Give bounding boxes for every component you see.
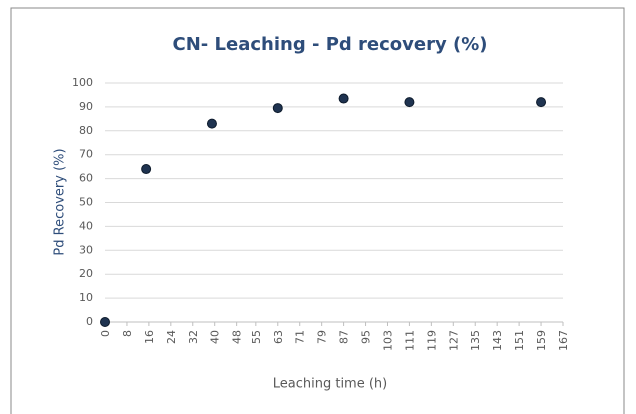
x-tick-label: 8 [121, 330, 134, 337]
data-point [404, 97, 415, 108]
y-tick-label: 30 [79, 243, 93, 256]
data-point [536, 97, 547, 108]
x-tick-label: 16 [143, 330, 156, 344]
x-tick-label: 167 [557, 330, 570, 351]
data-point [338, 93, 349, 104]
x-axis-title: Leaching time (h) [273, 377, 388, 392]
y-tick-label: 20 [79, 267, 93, 280]
data-point [206, 118, 217, 129]
chart-frame [10, 7, 625, 414]
y-tick-label: 100 [72, 76, 93, 89]
x-tick-label: 71 [294, 330, 307, 344]
y-tick-label: 80 [79, 124, 93, 137]
y-axis-title: Pd Recovery (%) [53, 148, 68, 255]
x-tick-label: 40 [209, 330, 222, 344]
x-tick-label: 143 [491, 330, 504, 351]
x-tick-label: 32 [187, 330, 200, 344]
x-tick-label: 127 [447, 330, 460, 351]
x-tick-label: 159 [535, 330, 548, 351]
y-tick-label: 0 [86, 315, 93, 328]
y-tick-label: 60 [79, 172, 93, 185]
x-tick-label: 119 [425, 330, 438, 351]
x-tick-label: 48 [231, 330, 244, 344]
x-tick-label: 135 [469, 330, 482, 351]
chart-title: CN- Leaching - Pd recovery (%) [173, 34, 488, 55]
x-tick-label: 55 [250, 330, 263, 344]
x-tick-label: 87 [338, 330, 351, 344]
x-tick-label: 95 [360, 330, 373, 344]
y-tick-label: 70 [79, 148, 93, 161]
x-tick-label: 111 [403, 330, 416, 351]
x-tick-label: 63 [272, 330, 285, 344]
y-tick-label: 50 [79, 196, 93, 209]
data-point [141, 164, 152, 175]
x-tick-label: 103 [381, 330, 394, 351]
y-tick-label: 10 [79, 291, 93, 304]
x-tick-label: 79 [316, 330, 329, 344]
data-point [100, 317, 110, 327]
y-tick-label: 90 [79, 100, 93, 113]
x-tick-label: 0 [99, 330, 112, 337]
data-point [272, 103, 283, 114]
y-tick-label: 40 [79, 219, 93, 232]
x-tick-label: 24 [165, 330, 178, 344]
x-tick-label: 151 [513, 330, 526, 351]
